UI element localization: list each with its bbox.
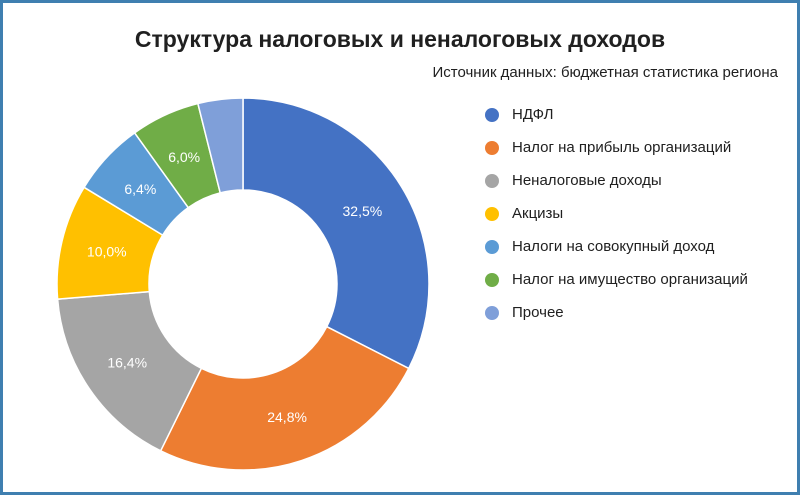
legend-swatch bbox=[485, 140, 499, 155]
legend-label: Налоги на совокупный доход bbox=[512, 238, 715, 255]
chart-title: Структура налоговых и неналоговых доходо… bbox=[134, 26, 666, 52]
legend-label: НДФЛ bbox=[512, 106, 554, 123]
legend-item-5[interactable]: Налог на имущество организаций bbox=[485, 263, 748, 296]
chart-subtitle: Источник данных: бюджетная статистика ре… bbox=[432, 64, 778, 81]
slice-2[interactable] bbox=[56, 290, 203, 452]
slice-value-label-4: 6,4% bbox=[124, 181, 156, 197]
legend-label: Неналоговые доходы bbox=[512, 172, 662, 189]
legend-label: Акцизы bbox=[512, 205, 564, 222]
slice-value-label-2: 16,4% bbox=[107, 355, 147, 371]
legend-item-2[interactable]: Неналоговые доходы bbox=[485, 164, 748, 197]
slice-0[interactable] bbox=[242, 97, 430, 370]
slice-value-label-3: 10,0% bbox=[87, 244, 127, 260]
legend-swatch bbox=[485, 173, 499, 188]
donut-slice-labels: 32,5% 24,8% 16,4% 10,0% 6,4% 6,0% bbox=[87, 149, 382, 425]
slice-value-label-1: 24,8% bbox=[267, 409, 307, 425]
legend-label: Налог на прибыль организаций bbox=[512, 139, 732, 156]
legend-label: Прочее bbox=[512, 304, 564, 321]
legend-swatch bbox=[485, 206, 499, 221]
slice-value-label-5: 6,0% bbox=[168, 149, 200, 165]
legend-swatch bbox=[485, 239, 499, 254]
slice-1[interactable] bbox=[159, 325, 410, 471]
legend-label: Налог на имущество организаций bbox=[512, 271, 748, 288]
donut-slices bbox=[56, 97, 430, 471]
legend-item-3[interactable]: Акцизы bbox=[485, 197, 748, 230]
legend-swatch bbox=[485, 107, 499, 122]
legend-item-6[interactable]: Прочее bbox=[485, 296, 748, 329]
chart-legend: НДФЛ Налог на прибыль организаций Неналого… bbox=[485, 98, 748, 329]
legend-item-4[interactable]: Налоги на совокупный доход bbox=[485, 230, 748, 263]
slice-value-label-0: 32,5% bbox=[343, 203, 383, 219]
legend-item-1[interactable]: Налог на прибыль организаций bbox=[485, 131, 748, 164]
slice-6[interactable] bbox=[196, 97, 244, 194]
legend-swatch bbox=[485, 305, 499, 320]
legend-swatch bbox=[485, 272, 499, 287]
legend-item-0[interactable]: НДФЛ bbox=[485, 98, 748, 131]
